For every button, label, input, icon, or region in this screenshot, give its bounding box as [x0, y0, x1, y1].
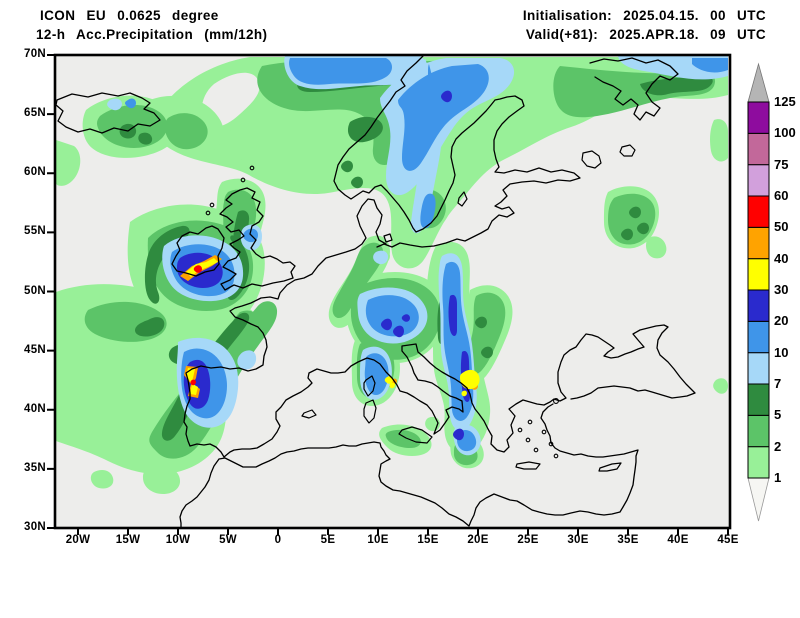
lon-label-20E: 20E: [467, 534, 489, 546]
lon-label-25E: 25E: [517, 534, 539, 546]
colorbar-level-100: 100: [774, 125, 796, 141]
colorbar-level-2: 2: [774, 438, 782, 454]
precip-medium-blue-layer: [125, 58, 728, 452]
lon-label-20W: 20W: [65, 534, 91, 546]
lon-label-15W: 15W: [115, 534, 141, 546]
colorbar-level-20: 20: [774, 313, 789, 329]
lat-label-55N: 55N: [24, 225, 46, 238]
colorbar-level-40: 40: [774, 250, 789, 266]
lon-label-40E: 40E: [667, 534, 689, 546]
lat-label-35N: 35N: [24, 461, 46, 474]
lat-label-65N: 65N: [24, 107, 46, 120]
product-title: 12-h Acc.Precipitation (mm/12h): [36, 27, 268, 42]
lat-label-70N: 70N: [24, 48, 46, 60]
lon-label-5W: 5W: [219, 534, 237, 546]
colorbar-level-7: 7: [774, 376, 782, 391]
precip-dark-green-layer: [119, 65, 713, 441]
lon-label-5E: 5E: [320, 534, 336, 546]
lat-label-30N: 30N: [24, 521, 46, 533]
lat-label-50N: 50N: [24, 284, 46, 297]
colorbar-level-30: 30: [774, 282, 789, 297]
lat-label-40N: 40N: [24, 402, 46, 415]
coastline-scandinavia: [333, 55, 679, 248]
colorbar-level-10: 10: [774, 344, 789, 360]
colorbar-level-75: 75: [774, 156, 789, 172]
lon-label-15E: 15E: [417, 534, 439, 546]
lon-label-45E: 45E: [717, 534, 739, 546]
colorbar-level-60: 60: [774, 188, 789, 203]
coastline-islands-main: [55, 92, 296, 291]
lon-label-0: 0: [274, 534, 282, 546]
colorbar-level-50: 50: [774, 219, 789, 235]
coastline-islands-lakes: [301, 144, 636, 472]
lat-label-60N: 60N: [24, 166, 46, 179]
lon-label-35E: 35E: [617, 534, 639, 546]
colorbar-level-1: 1: [774, 470, 782, 485]
axis-ticks: [47, 54, 729, 535]
precipitation-layers: [55, 55, 728, 528]
lon-label-10E: 10E: [367, 534, 389, 546]
initialisation-time: Initialisation: 2025.04.15. 00 UTC: [522, 8, 766, 23]
colorbar-level-125: 125: [774, 94, 796, 109]
lon-label-30E: 30E: [567, 534, 589, 546]
lon-label-10W: 10W: [165, 534, 191, 546]
colorbar: [747, 62, 770, 522]
small-islands-dots: [205, 165, 559, 459]
colorbar-level-5: 5: [774, 407, 782, 423]
coastline-continental: [179, 198, 696, 528]
valid-time: Valid(+81): 2025.APR.18. 09 UTC: [525, 27, 766, 42]
lat-label-45N: 45N: [24, 343, 46, 356]
model-title: ICON EU 0.0625 degree: [40, 8, 219, 23]
